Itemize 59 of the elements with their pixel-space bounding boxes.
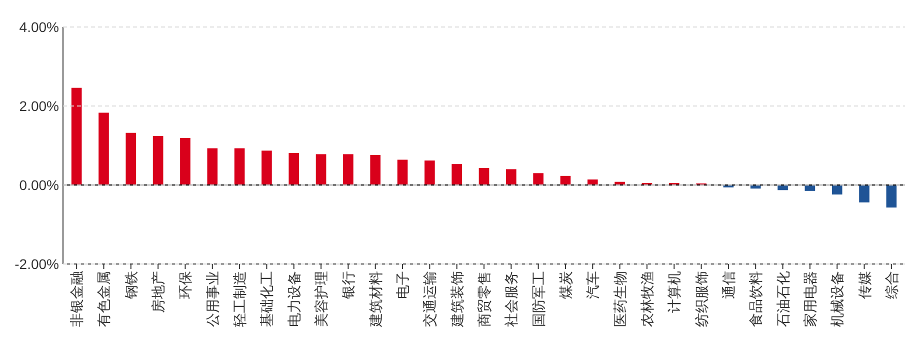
bar bbox=[832, 185, 842, 194]
bar bbox=[234, 148, 245, 185]
bar bbox=[262, 150, 272, 185]
x-tick-label: 传媒 bbox=[856, 271, 872, 299]
y-tick-label: 4.00% bbox=[19, 19, 59, 35]
y-tick-label: 2.00% bbox=[19, 98, 59, 114]
x-tick-label: 通信 bbox=[720, 271, 736, 299]
bar bbox=[397, 160, 408, 185]
x-tick-label: 食品饮料 bbox=[748, 271, 764, 327]
x-tick-label: 美容护理 bbox=[313, 271, 330, 327]
x-tick-label: 基础化工 bbox=[258, 271, 275, 327]
x-tick-label: 钢铁 bbox=[122, 271, 139, 300]
x-tick-label: 煤炭 bbox=[557, 271, 574, 299]
bar bbox=[478, 168, 490, 185]
bar bbox=[370, 154, 381, 185]
x-tick-label: 房地产 bbox=[150, 271, 166, 313]
x-tick-label: 农林牧渔 bbox=[638, 271, 655, 327]
bar bbox=[804, 185, 816, 191]
x-tick-label: 环保 bbox=[177, 271, 194, 299]
x-tick-label: 轻工制造 bbox=[232, 271, 248, 327]
bar bbox=[533, 173, 544, 185]
x-tick-label: 综合 bbox=[883, 271, 900, 299]
bar bbox=[71, 88, 82, 185]
bar bbox=[126, 132, 136, 185]
bar bbox=[180, 138, 190, 185]
x-tick-label: 建筑装饰 bbox=[448, 271, 465, 328]
bar bbox=[288, 153, 300, 185]
x-tick-label: 电力设备 bbox=[286, 271, 302, 327]
x-tick-label: 建筑材料 bbox=[367, 271, 384, 328]
x-tick-label: 商贸零售 bbox=[476, 271, 492, 327]
x-tick-label: 公用事业 bbox=[204, 271, 220, 327]
bar bbox=[424, 160, 435, 185]
x-tick-label: 银行 bbox=[340, 271, 356, 300]
x-tick-label: 石油石化 bbox=[774, 271, 791, 327]
x-tick-label: 医药生物 bbox=[612, 271, 628, 327]
y-tick-label: 0.00% bbox=[19, 177, 59, 193]
bar bbox=[207, 148, 218, 185]
x-tick-label: 非银金融 bbox=[68, 271, 85, 327]
bar bbox=[452, 164, 462, 185]
x-tick-label: 家用电器 bbox=[802, 271, 818, 327]
x-tick-label: 纺织服饰 bbox=[693, 271, 710, 327]
x-tick-label: 汽车 bbox=[584, 271, 601, 299]
y-tick-label: -2.00% bbox=[14, 256, 59, 272]
bar bbox=[587, 179, 598, 185]
x-tick-label: 电子 bbox=[394, 271, 411, 299]
bar bbox=[152, 136, 164, 185]
bar bbox=[316, 154, 326, 185]
bar bbox=[343, 154, 354, 185]
x-tick-label: 计算机 bbox=[666, 271, 682, 313]
bar bbox=[859, 185, 870, 202]
bar bbox=[886, 185, 897, 208]
x-tick-label: 机械设备 bbox=[829, 271, 846, 327]
x-tick-label: 交通运输 bbox=[422, 271, 438, 327]
x-tick-label: 国防军工 bbox=[530, 271, 546, 327]
bar bbox=[98, 112, 109, 185]
x-tick-label: 社会服务 bbox=[503, 271, 520, 327]
x-tick-label: 有色金属 bbox=[96, 271, 112, 327]
bar bbox=[560, 176, 571, 185]
bar bbox=[506, 169, 516, 185]
